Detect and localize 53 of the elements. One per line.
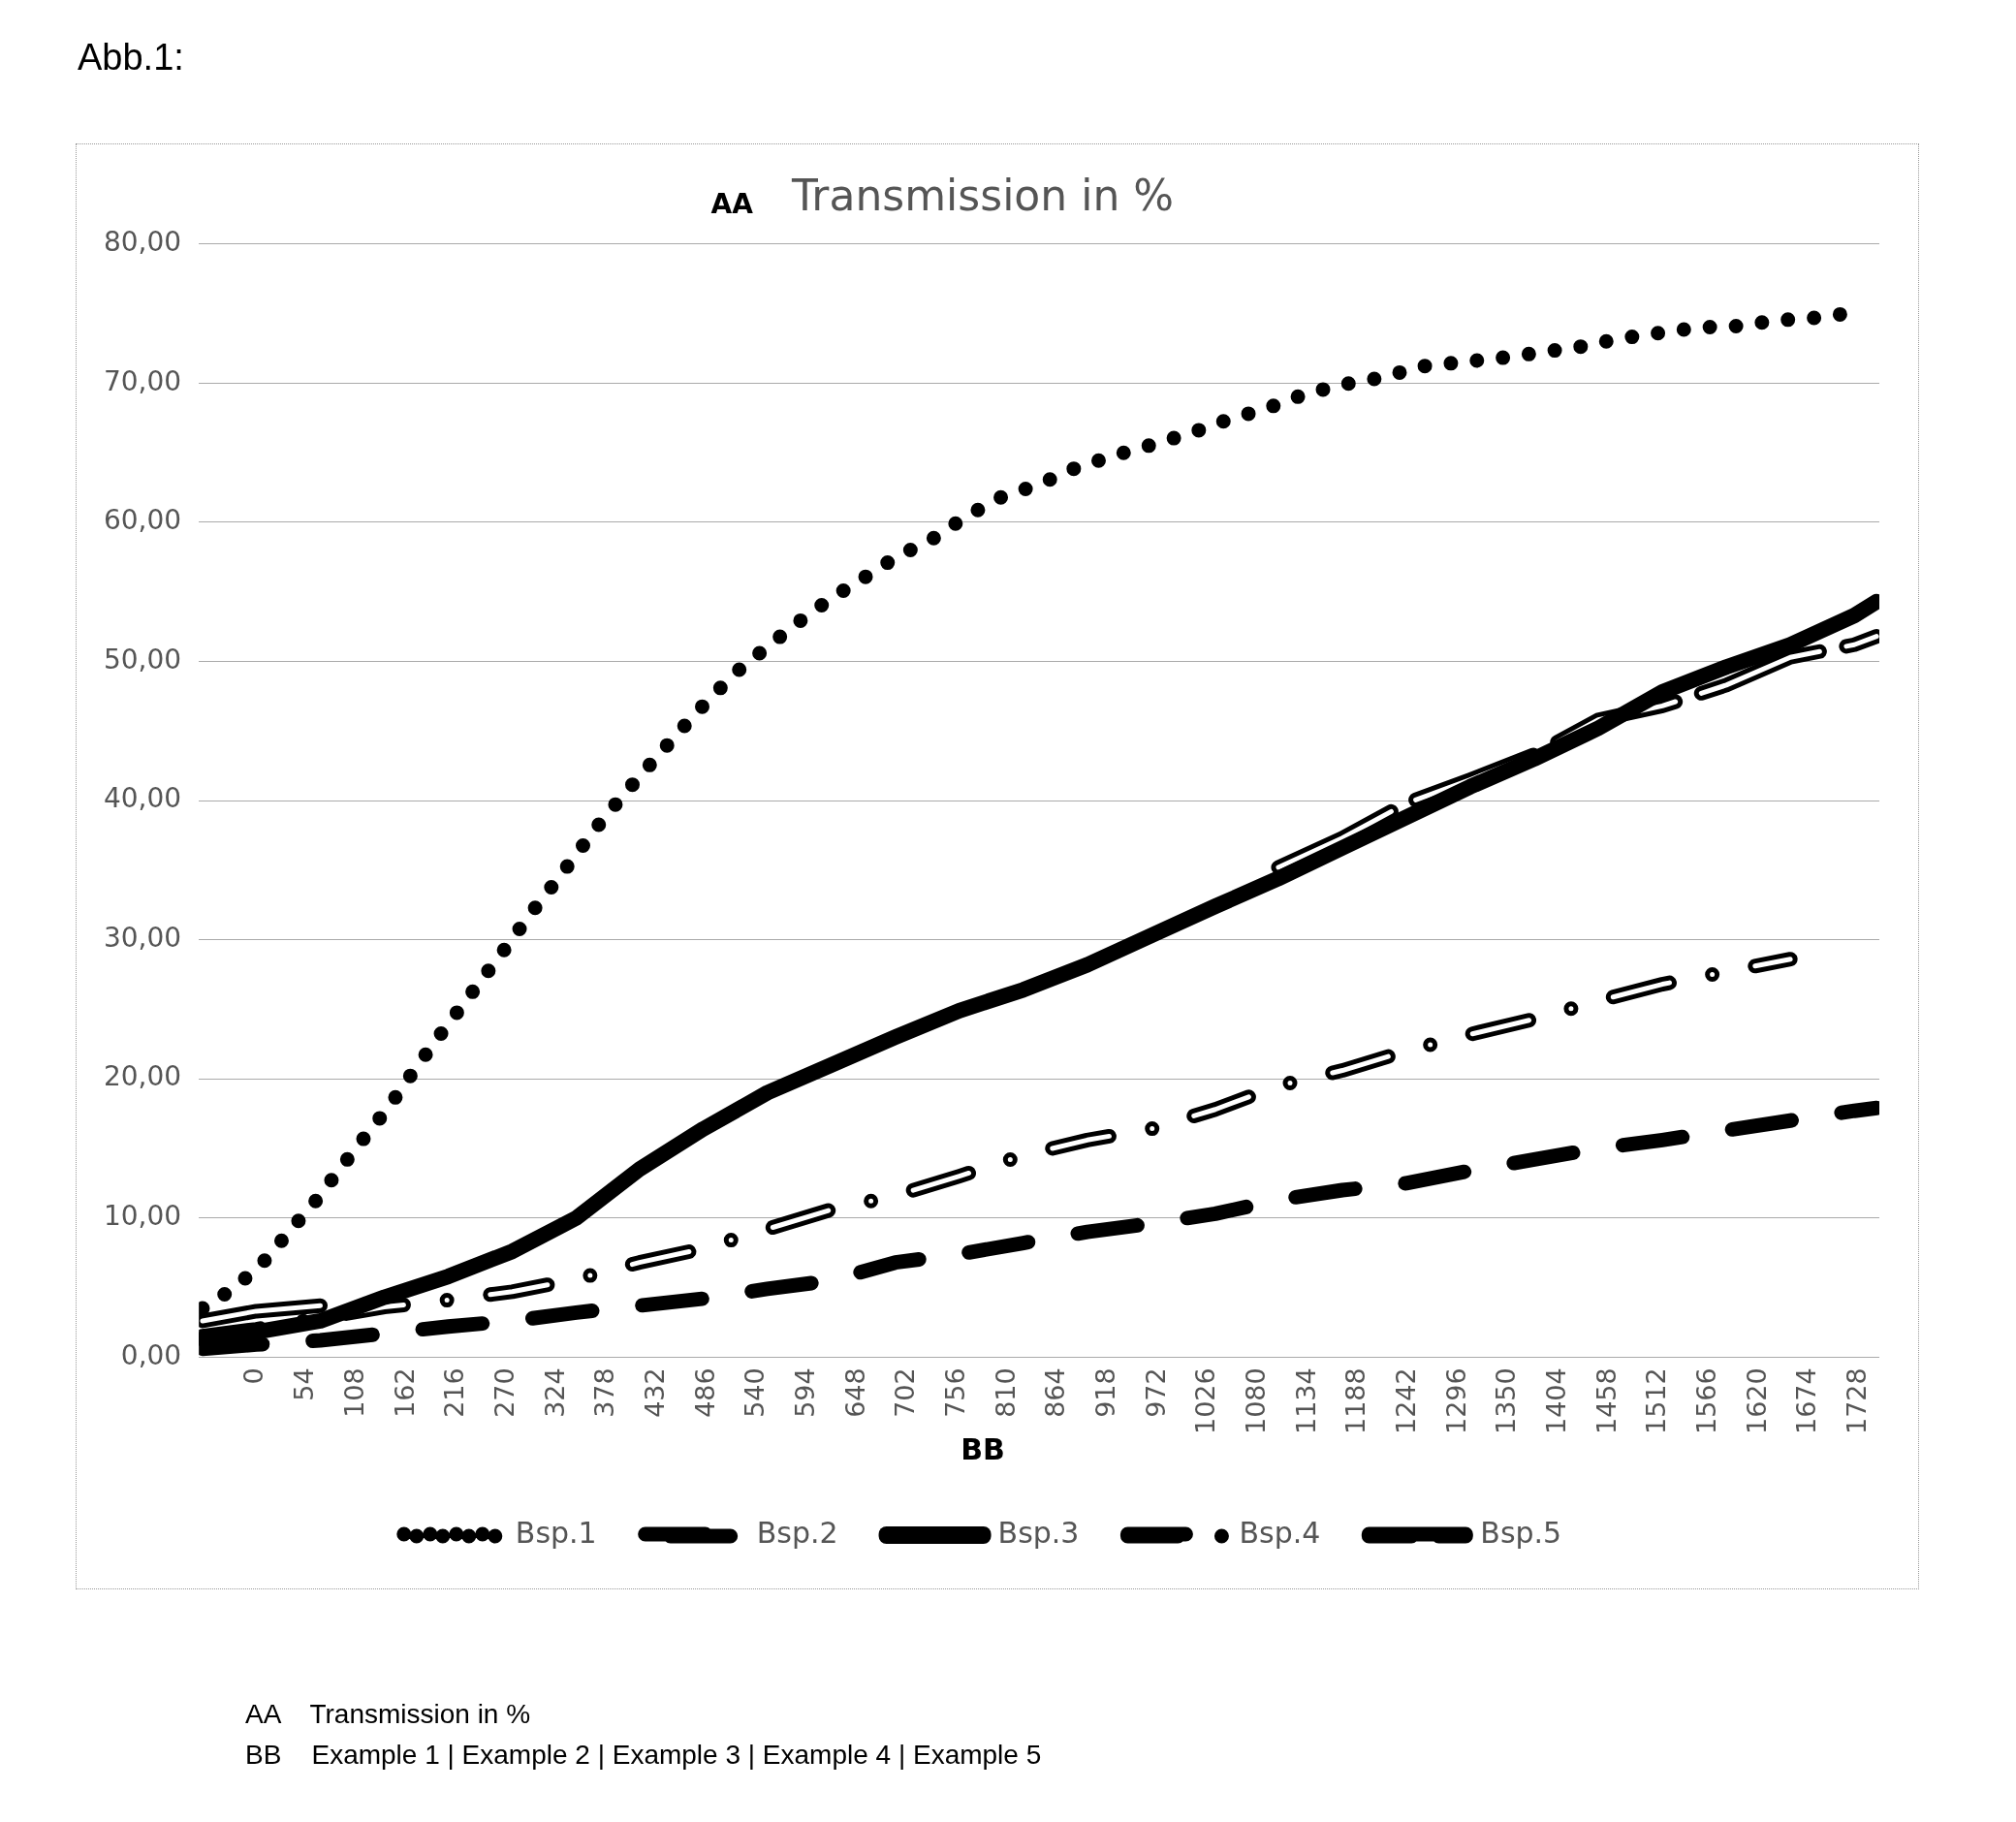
legend-label: Bsp.2 bbox=[756, 1515, 838, 1550]
x-tick-label: 1728 bbox=[1841, 1367, 1872, 1435]
y-tick-label: 50,00 bbox=[103, 643, 182, 675]
text: BB Example 1 | Example 2 | Example 3 | Example 4 | Example 5 bbox=[245, 1740, 1042, 1771]
legend-label: Bsp.3 bbox=[997, 1515, 1080, 1550]
text: AA bbox=[710, 187, 754, 220]
x-tick-label: 972 bbox=[1140, 1367, 1171, 1418]
y-tick-label: 80,00 bbox=[103, 226, 182, 259]
y-tick-label: 10,00 bbox=[103, 1200, 182, 1233]
legend-title: BB bbox=[961, 1431, 1005, 1466]
x-tick-label: 1188 bbox=[1340, 1367, 1371, 1435]
x-tick-label: 810 bbox=[990, 1367, 1021, 1418]
x-tick-label: 1242 bbox=[1390, 1367, 1421, 1435]
x-tick-label: 1458 bbox=[1591, 1367, 1622, 1435]
legend-label: Bsp.4 bbox=[1239, 1515, 1321, 1550]
x-tick-label: 702 bbox=[890, 1367, 921, 1418]
text: AA Transmission in % bbox=[245, 1699, 531, 1730]
y-tick-label: 30,00 bbox=[103, 921, 182, 954]
x-tick-label: 1674 bbox=[1791, 1367, 1822, 1435]
y-tick-label: 0,00 bbox=[120, 1338, 182, 1371]
x-tick-label: 162 bbox=[389, 1367, 420, 1418]
x-tick-label: 378 bbox=[589, 1367, 620, 1418]
x-tick-label: 1404 bbox=[1540, 1367, 1571, 1435]
x-tick-label: 108 bbox=[338, 1367, 369, 1418]
x-tick-label: 1134 bbox=[1290, 1367, 1321, 1435]
x-tick-label: 1296 bbox=[1440, 1367, 1471, 1435]
x-tick-label: 1080 bbox=[1240, 1367, 1271, 1435]
chart-title: Transmission in % bbox=[790, 170, 1175, 220]
x-tick-label: 432 bbox=[639, 1367, 670, 1418]
x-tick-label: 54 bbox=[289, 1367, 320, 1401]
x-tick-label: 216 bbox=[439, 1367, 470, 1418]
x-tick-label: 540 bbox=[740, 1367, 771, 1418]
legend-label: Bsp.5 bbox=[1480, 1515, 1562, 1550]
x-tick-label: 648 bbox=[839, 1367, 870, 1418]
x-tick-label: 918 bbox=[1089, 1367, 1120, 1418]
legend-label: Bsp.1 bbox=[515, 1515, 597, 1550]
y-tick-label: 60,00 bbox=[103, 504, 182, 537]
x-tick-label: 0 bbox=[238, 1367, 269, 1385]
x-tick-label: 1566 bbox=[1690, 1367, 1721, 1435]
caption: Abb.1: bbox=[78, 37, 184, 79]
x-tick-label: 486 bbox=[689, 1367, 720, 1418]
y-tick-label: 40,00 bbox=[103, 782, 182, 815]
x-tick-label: 756 bbox=[939, 1367, 970, 1418]
x-tick-label: 1512 bbox=[1641, 1367, 1672, 1435]
y-tick-label: 20,00 bbox=[103, 1060, 182, 1093]
x-tick-label: 270 bbox=[488, 1367, 520, 1418]
x-tick-label: 864 bbox=[1040, 1367, 1071, 1418]
x-tick-label: 1620 bbox=[1741, 1367, 1772, 1435]
x-tick-label: 324 bbox=[539, 1367, 570, 1418]
y-tick-label: 70,00 bbox=[103, 364, 182, 397]
x-tick-label: 594 bbox=[789, 1367, 820, 1418]
x-tick-label: 1026 bbox=[1190, 1367, 1221, 1435]
x-tick-label: 1350 bbox=[1491, 1367, 1522, 1435]
